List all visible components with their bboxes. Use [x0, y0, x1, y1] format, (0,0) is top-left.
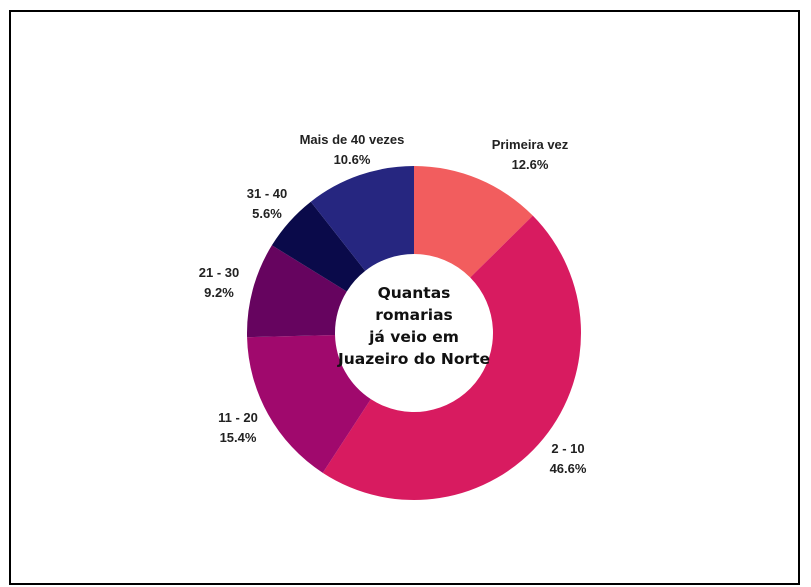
center-title-line-2: romarias: [375, 306, 453, 324]
slice-value-label: 10.6%: [334, 152, 371, 167]
slice-primeira-vez: [414, 166, 533, 278]
slice-label: 31 - 40: [247, 186, 287, 201]
slice-label: Primeira vez: [492, 137, 569, 152]
slice-2-10: [322, 215, 582, 501]
center-title-line-3: já veio em: [368, 328, 459, 346]
slice-value-label: 15.4%: [220, 430, 257, 445]
slice-label: 21 - 30: [199, 265, 239, 280]
slice-mais-de-40-vezes: [310, 166, 414, 271]
slice-label: 2 - 10: [551, 441, 584, 456]
center-title-line-4: Juazeiro do Norte: [337, 350, 490, 368]
slice-value-label: 12.6%: [512, 157, 549, 172]
slice-value-label: 5.6%: [252, 206, 282, 221]
slice-value-label: 9.2%: [204, 285, 234, 300]
labels-group: Primeira vez 12.6% 2 - 10 46.6% 11 - 20 15.4%…: [199, 132, 587, 476]
slice-label: Mais de 40 vezes: [300, 132, 405, 147]
slice-31-40: [271, 201, 366, 292]
slice-11-20: [247, 334, 371, 473]
center-title-line-1: Quantas: [378, 284, 451, 302]
slices-group: [246, 166, 582, 501]
slice-21-30: [246, 245, 347, 338]
slice-label: 11 - 20: [218, 410, 258, 425]
slice-value-label: 46.6%: [550, 461, 587, 476]
